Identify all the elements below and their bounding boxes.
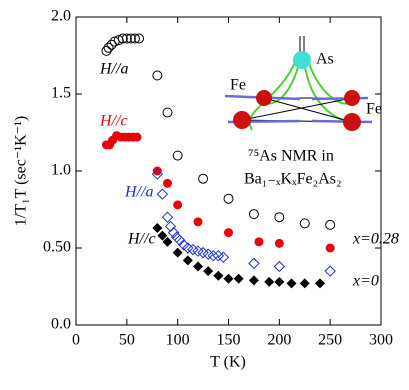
marker: [248, 275, 259, 286]
marker: [274, 238, 284, 248]
annotation: H//c: [99, 113, 128, 130]
marker: [213, 270, 224, 281]
marker: [202, 248, 214, 260]
marker: [325, 243, 335, 253]
marker: [121, 33, 132, 44]
marker: [172, 150, 183, 161]
marker: [274, 276, 285, 287]
y-axis-label: 1/T₁T (sec⁻¹K⁻¹): [13, 116, 30, 226]
atom-label: Fe: [230, 77, 246, 94]
marker: [152, 222, 163, 233]
y-tick-label: 0.0: [51, 316, 71, 333]
x-tick-label: 200: [267, 332, 291, 349]
marker: [163, 178, 172, 188]
x-tick-label: 100: [166, 332, 190, 349]
marker: [182, 255, 193, 266]
x-tick-label: 50: [119, 332, 135, 349]
marker: [162, 236, 173, 247]
marker: [233, 273, 244, 284]
marker: [125, 33, 136, 44]
marker: [299, 218, 310, 229]
marker: [207, 249, 219, 262]
bond: [241, 97, 353, 121]
annotation: H//a: [99, 61, 128, 78]
marker: [129, 33, 140, 44]
atom-fe: [233, 111, 251, 129]
marker: [254, 237, 264, 247]
atom-label: As: [316, 51, 334, 68]
annotation: x=0.28: [352, 231, 399, 248]
marker: [161, 211, 174, 223]
marker: [162, 107, 173, 118]
annotation: H//c: [127, 231, 156, 248]
x-tick-label: 150: [217, 332, 241, 349]
bond: [263, 97, 353, 123]
atom-as: [293, 51, 311, 69]
marker: [248, 257, 260, 270]
marker: [273, 260, 286, 273]
marker: [217, 251, 230, 263]
marker: [197, 246, 209, 259]
marker: [156, 188, 169, 200]
marker: [315, 278, 325, 289]
y-tick-label: 0.50: [43, 239, 71, 256]
marker: [193, 217, 203, 227]
x-axis-label: T (K): [210, 354, 246, 371]
marker: [198, 173, 209, 184]
atom-fe: [344, 90, 360, 106]
marker: [103, 42, 114, 53]
marker: [324, 265, 336, 277]
marker: [134, 33, 145, 44]
marker: [248, 209, 259, 220]
marker: [264, 276, 275, 287]
marker: [223, 273, 234, 284]
marker: [152, 70, 163, 81]
marker: [193, 261, 203, 272]
marker: [106, 39, 117, 50]
y-tick-label: 1.5: [51, 85, 71, 102]
marker: [113, 35, 124, 46]
marker: [172, 247, 183, 258]
x-tick-label: 250: [318, 332, 342, 349]
marker: [117, 33, 128, 44]
annotation: H//a: [124, 184, 153, 201]
inset-diagram: As Fe Fe ⁷⁵As NMR in Ba₁₋ₓKₓFe₂As₂: [224, 36, 382, 188]
marker: [132, 132, 142, 142]
x-tick-label: 0: [72, 332, 80, 349]
marker: [286, 278, 297, 289]
atom-fe: [256, 90, 272, 106]
y-tick-label: 1.0: [51, 162, 71, 179]
marker: [325, 219, 336, 230]
annotation: x=0: [352, 273, 379, 290]
marker: [152, 166, 162, 176]
inset-compound: Ba₁₋ₓKₓFe₂As₂: [244, 171, 342, 188]
marker: [157, 230, 168, 241]
atom-fe: [343, 113, 361, 131]
inset-title: ⁷⁵As NMR in: [248, 148, 334, 165]
marker: [187, 243, 199, 256]
marker: [164, 220, 177, 233]
marker: [167, 226, 180, 239]
marker: [274, 212, 285, 223]
marker: [203, 266, 214, 277]
marker: [151, 168, 164, 180]
marker: [223, 193, 234, 204]
marker: [224, 228, 233, 238]
atom-label: Fe: [366, 101, 382, 118]
marker: [173, 200, 183, 210]
x-tick-label: 300: [369, 332, 393, 349]
y-tick-label: 2.0: [51, 8, 71, 25]
marker: [299, 278, 310, 289]
marker: [192, 245, 204, 257]
marker: [101, 45, 112, 56]
